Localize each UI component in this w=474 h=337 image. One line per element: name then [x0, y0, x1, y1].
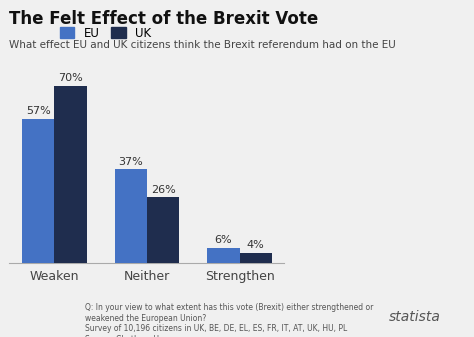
Bar	[239, 253, 272, 263]
Text: The Felt Effect of the Brexit Vote: The Felt Effect of the Brexit Vote	[9, 10, 319, 28]
Bar	[147, 197, 179, 263]
Text: What effect EU and UK citizens think the Brexit referendum had on the EU: What effect EU and UK citizens think the…	[9, 40, 396, 51]
Text: 6%: 6%	[215, 235, 232, 245]
Text: 26%: 26%	[151, 185, 175, 195]
Text: 57%: 57%	[26, 106, 51, 116]
Bar	[115, 169, 147, 263]
Legend: EU, UK: EU, UK	[55, 22, 156, 44]
Text: Q: In your view to what extent has this vote (Brexit) either strengthened or
wea: Q: In your view to what extent has this …	[85, 303, 374, 337]
Text: 70%: 70%	[58, 73, 83, 84]
Text: statista: statista	[389, 309, 440, 324]
Text: 37%: 37%	[118, 157, 143, 167]
Bar	[55, 86, 87, 263]
Bar	[207, 248, 239, 263]
Bar	[22, 119, 55, 263]
Text: 4%: 4%	[247, 240, 264, 250]
